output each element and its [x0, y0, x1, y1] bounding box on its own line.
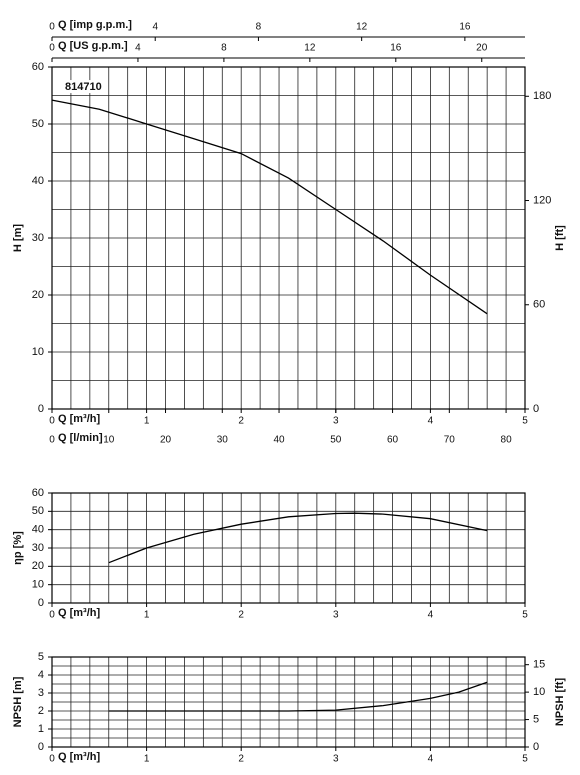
curve [108, 512, 488, 564]
y-tick-label: 50 [32, 505, 44, 517]
y-tick-label: 1 [38, 723, 44, 735]
x-tick-label: 0 [49, 610, 55, 621]
y-tick-label: 50 [32, 118, 44, 130]
y-axis-label: H [m] [12, 224, 24, 252]
x-axis-label: Q [m³/h] [58, 607, 100, 619]
x-axis-label: Q [m³/h] [58, 413, 100, 425]
x-tick-label: 5 [522, 416, 528, 427]
y2-tick-label: 180 [533, 90, 551, 102]
x-axis-label: Q [US g.p.m.] [58, 40, 128, 52]
y2-axis-label: H [ft] [554, 225, 566, 251]
y2-axis-label: NPSH [ft] [554, 678, 566, 727]
y-tick-label: 0 [38, 597, 44, 609]
x-tick-label: 16 [390, 43, 402, 54]
x-tick-label: 4 [428, 416, 434, 427]
x-axis-label: Q [imp g.p.m.] [58, 19, 132, 31]
x-tick-label: 4 [135, 43, 141, 54]
x-axis-label: Q [m³/h] [58, 751, 100, 763]
y-axis-label: NPSH [m] [12, 676, 24, 727]
y-tick-label: 20 [32, 560, 44, 572]
y-axis-label: ηp [%] [12, 531, 24, 565]
x-tick-label: 12 [356, 22, 368, 33]
y-tick-label: 60 [32, 61, 44, 73]
x-tick-label: 1 [144, 610, 150, 621]
y-tick-label: 10 [32, 579, 44, 591]
x-tick-label: 3 [333, 610, 339, 621]
curve [108, 681, 488, 712]
x-tick-label: 8 [256, 22, 262, 33]
y-tick-label: 0 [38, 741, 44, 753]
y2-tick-label: 15 [533, 659, 545, 671]
y2-tick-label: 0 [533, 741, 539, 753]
x-tick-label: 4 [428, 610, 434, 621]
y-tick-label: 30 [32, 542, 44, 554]
x-tick-label: 2 [238, 754, 244, 765]
y-tick-label: 0 [38, 403, 44, 415]
y2-tick-label: 5 [533, 713, 539, 725]
x-tick-label: 8 [221, 43, 227, 54]
curve [51, 99, 488, 315]
y-tick-label: 10 [32, 346, 44, 358]
x-tick-label: 1 [144, 416, 150, 427]
x-tick-label: 2 [238, 416, 244, 427]
curve-label: 814710 [65, 81, 102, 93]
y-tick-label: 20 [32, 289, 44, 301]
y-tick-label: 40 [32, 524, 44, 536]
x-tick-label: 0 [49, 435, 55, 446]
y2-tick-label: 120 [533, 194, 551, 206]
y-tick-label: 60 [32, 487, 44, 499]
x-tick-label: 16 [459, 22, 471, 33]
x-tick-label: 0 [49, 43, 55, 54]
x-tick-label: 2 [238, 610, 244, 621]
y-tick-label: 4 [38, 669, 44, 681]
x-tick-label: 0 [49, 22, 55, 33]
label-bg [62, 80, 108, 94]
plot-frame [51, 656, 526, 748]
x-axis-label: Q [l/min] [58, 432, 103, 444]
x-tick-label: 0 [49, 754, 55, 765]
x-tick-label: 4 [152, 22, 158, 33]
y2-tick-label: 10 [533, 686, 545, 698]
x-tick-label: 5 [522, 754, 528, 765]
x-tick-label: 40 [273, 435, 285, 446]
x-tick-label: 20 [476, 43, 488, 54]
x-tick-label: 5 [522, 610, 528, 621]
x-tick-label: 60 [387, 435, 399, 446]
x-tick-label: 12 [304, 43, 316, 54]
y-tick-label: 5 [38, 651, 44, 663]
y-tick-label: 40 [32, 175, 44, 187]
y-tick-label: 2 [38, 705, 44, 717]
x-tick-label: 20 [160, 435, 172, 446]
y-tick-label: 30 [32, 232, 44, 244]
x-tick-label: 80 [501, 435, 513, 446]
x-tick-label: 30 [217, 435, 229, 446]
y2-tick-label: 60 [533, 299, 545, 311]
x-tick-label: 3 [333, 754, 339, 765]
x-tick-label: 70 [444, 435, 456, 446]
y2-tick-label: 0 [533, 403, 539, 415]
x-tick-label: 0 [49, 416, 55, 427]
y-tick-label: 3 [38, 687, 44, 699]
x-tick-label: 1 [144, 754, 150, 765]
x-tick-label: 50 [330, 435, 342, 446]
x-tick-label: 10 [103, 435, 115, 446]
x-tick-label: 4 [428, 754, 434, 765]
x-tick-label: 3 [333, 416, 339, 427]
